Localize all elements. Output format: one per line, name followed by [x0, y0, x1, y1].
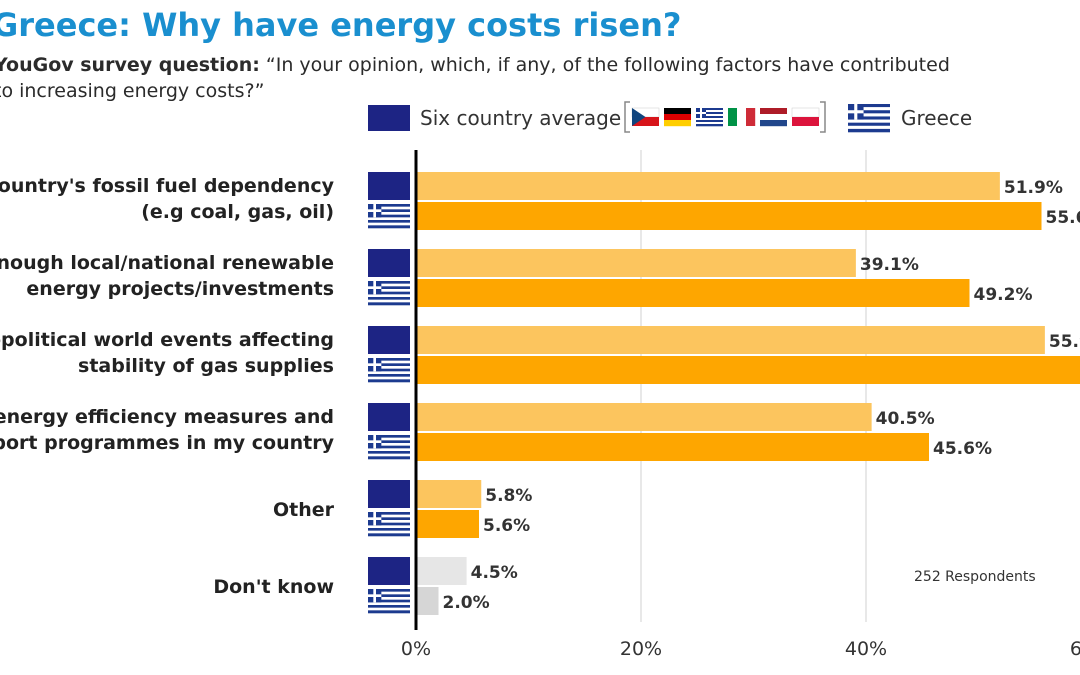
legend-label-greece: Greece	[901, 106, 972, 130]
bar-value-label: 55.6%	[1046, 208, 1080, 228]
bar-greece	[416, 433, 929, 461]
poland-flag-icon	[791, 107, 820, 126]
average-flag-icon	[368, 249, 410, 277]
category-label-line1: Don't know	[213, 576, 334, 598]
netherlands-flag-icon	[760, 108, 787, 127]
bar-six-country-average	[416, 403, 872, 431]
greece-flag-icon	[368, 435, 410, 460]
category-label: Geopolitical world events affecting stabi…	[0, 329, 334, 377]
legend: Six country average Greece	[368, 101, 972, 133]
bar-six-country-average	[416, 326, 1045, 354]
bar-value-label: 4.5%	[471, 563, 518, 583]
x-tick-label: 20%	[620, 638, 662, 660]
average-flag-icon	[368, 403, 410, 431]
bars: 51.9%55.6%39.1%49.2%55.9%68.7%40.5%45.6%…	[416, 172, 1080, 615]
czech-flag-icon	[631, 107, 660, 126]
bar-greece	[416, 510, 479, 538]
bar-greece	[416, 202, 1042, 230]
chart-subtitle: YouGov survey question: “In your opinion…	[0, 52, 1080, 104]
greece-flag-icon	[368, 512, 410, 537]
bar-value-label: 51.9%	[1004, 178, 1063, 198]
category-label: Don't know	[213, 576, 334, 598]
x-tick-label: 60%	[1070, 638, 1080, 660]
bar-value-label: 39.1%	[860, 255, 919, 275]
category-label: Poor energy efficiency measures and suppo…	[0, 406, 335, 454]
country-flags-bracket	[624, 101, 826, 133]
legend-label-average: Six country average	[420, 106, 621, 130]
bar-value-label: 55.9%	[1049, 332, 1080, 352]
bar-six-country-average	[416, 249, 856, 277]
italy-flag-icon	[728, 108, 756, 126]
average-flag-icon	[368, 105, 410, 131]
category-label-line2: energy projects/investments	[26, 278, 334, 300]
chart-title: Greece: Why have energy costs risen?	[0, 6, 682, 44]
bar-six-country-average	[416, 172, 1000, 200]
bar-value-label: 45.6%	[933, 439, 992, 459]
bar-greece	[416, 279, 970, 307]
average-flag-icon	[368, 557, 410, 585]
bar-value-label: 40.5%	[876, 409, 935, 429]
category-label-line1: Poor energy efficiency measures and	[0, 406, 334, 428]
x-tick-label: 40%	[845, 638, 887, 660]
greece-flag-icon	[368, 281, 410, 306]
bar-greece	[416, 587, 439, 615]
average-flag-icon	[368, 326, 410, 354]
germany-flag-icon	[664, 108, 691, 127]
legend-greece-flag-icon	[848, 104, 890, 133]
category-label-line2: stability of gas supplies	[78, 355, 334, 377]
bar-value-label: 5.6%	[483, 516, 530, 536]
respondents-note: 252 Respondents	[914, 569, 1036, 585]
bar-six-country-average	[416, 480, 482, 508]
greece-flag-icon	[368, 589, 410, 614]
category-label-line1: Geopolitical world events affecting	[0, 329, 334, 351]
category-label-line2: support programmes in my country	[0, 432, 335, 454]
x-tick-label: 0%	[401, 638, 431, 660]
greece-flag-small-icon	[696, 108, 723, 127]
category-label-line1: My country's fossil fuel dependency	[0, 175, 335, 197]
bar-value-label: 5.8%	[485, 486, 532, 506]
category-label: My country's fossil fuel dependency (e.g …	[0, 175, 335, 223]
category-label-line1: Other	[273, 499, 335, 521]
category-label-line1: Not enough local/national renewable	[0, 252, 334, 274]
bar-greece	[416, 356, 1080, 384]
subtitle-question-line1: “In your opinion, which, if any, of the …	[259, 54, 950, 76]
average-flag-icon	[368, 172, 410, 200]
greece-flag-icon	[368, 358, 410, 383]
average-flag-icon	[368, 480, 410, 508]
category-label: Not enough local/national renewable energ…	[0, 252, 334, 300]
category-label-line2: (e.g coal, gas, oil)	[141, 201, 334, 223]
bar-value-label: 2.0%	[443, 593, 490, 613]
subtitle-lead: YouGov survey question:	[0, 54, 260, 76]
greece-flag-icon	[368, 204, 410, 229]
subtitle-question-line2: to increasing energy costs?”	[0, 80, 265, 102]
bar-six-country-average	[416, 557, 467, 585]
category-label: Other	[273, 499, 335, 521]
bar-value-label: 49.2%	[974, 285, 1033, 305]
